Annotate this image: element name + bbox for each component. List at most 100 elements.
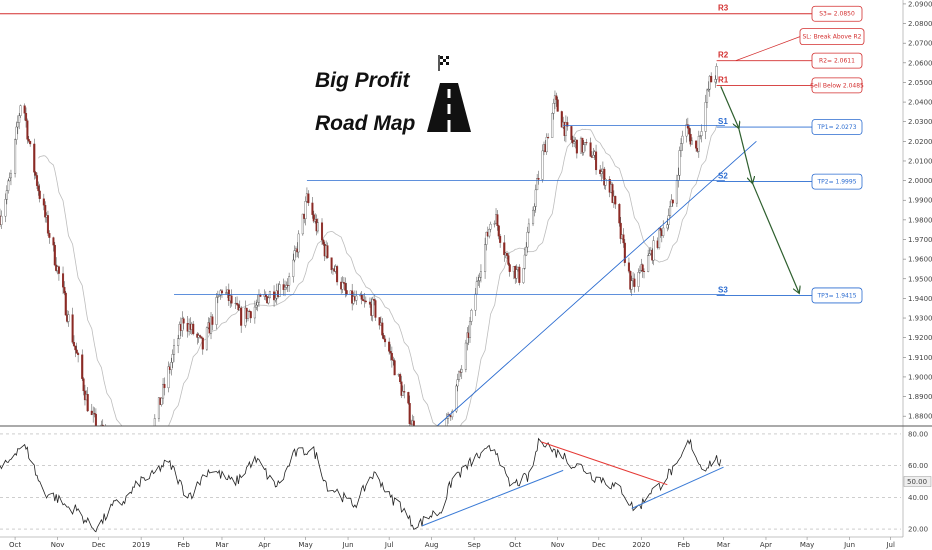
time-axis[interactable]: Oct Nov Dec 2019 Feb Mar Apr May Jun Jul Aug Sep Oct… [0, 536, 903, 549]
candle-up [652, 240, 655, 261]
candle-up [177, 338, 180, 346]
candle-down [201, 337, 204, 350]
candle-up [274, 298, 277, 301]
candle-down [35, 175, 39, 186]
price-tick-label: 1.97000 [908, 236, 932, 244]
candle-down [312, 214, 315, 222]
level-name-r1: R1 [718, 75, 729, 84]
level-callout-label: Sell Below 2.0485 [810, 82, 864, 89]
candle-down [368, 301, 371, 305]
candle-down [37, 185, 40, 192]
candle-down [659, 227, 662, 231]
title-line-1: Big Profit [315, 69, 410, 92]
candle-down [611, 184, 614, 203]
candle-down [400, 381, 403, 396]
candle-down [374, 300, 377, 318]
candle-down [633, 278, 636, 287]
candle-down [518, 266, 521, 283]
candle-down [64, 292, 67, 316]
price-tick-label: 1.93000 [908, 315, 932, 323]
candle-down [282, 284, 285, 290]
candle-up [706, 89, 709, 103]
candle-down [689, 133, 692, 145]
candle-up [297, 233, 300, 253]
level-name-r2: R2 [718, 51, 729, 60]
candle-up [225, 292, 228, 294]
candle-up [15, 126, 18, 140]
candle-down [344, 283, 347, 291]
candle-up [551, 113, 554, 138]
candle-up [573, 141, 576, 144]
candle-up [460, 369, 463, 373]
candle-down [38, 190, 41, 199]
candle-down [384, 338, 387, 343]
candle-down [182, 318, 185, 324]
candle-down [364, 300, 367, 303]
candle-up [485, 231, 488, 245]
level-callout-box [811, 77, 863, 94]
candle-up [658, 227, 661, 248]
rsi-tick-label: 60.00 [908, 462, 928, 470]
level-callout-box [811, 5, 863, 22]
candle-up [685, 124, 688, 137]
candle-up [475, 281, 478, 295]
candle-up [445, 418, 448, 427]
candle-down [81, 354, 84, 379]
candle-up [293, 250, 296, 261]
candle-down [585, 142, 588, 144]
candle-up [316, 222, 319, 232]
candle-up [488, 229, 491, 237]
candle-down [710, 75, 713, 83]
candle-down [48, 233, 51, 238]
time-tick-label: Jun [342, 541, 354, 549]
candle-up [267, 297, 270, 304]
candle-down [311, 202, 314, 215]
candle-down [629, 271, 632, 290]
candle-up [209, 316, 213, 334]
candle-down [236, 302, 239, 305]
candle-up [18, 115, 21, 123]
level-callout-label: S3= 2.0850 [819, 11, 855, 18]
candle-down [75, 349, 78, 354]
candle-down [641, 264, 644, 272]
candle-up [478, 277, 481, 281]
checkered-flag-icon [438, 55, 449, 71]
candle-down [230, 295, 233, 304]
candle-up [167, 366, 170, 389]
candle-up [715, 66, 718, 80]
candle-up [205, 327, 208, 350]
candle-up [246, 311, 250, 319]
candle-down [373, 299, 376, 301]
rsi-axis[interactable]: 80.00 60.00 40.00 20.00 50.00 [903, 430, 932, 534]
price-axis[interactable]: 2.09000 2.08000 2.07000 2.06000 2.05000 2.040… [902, 0, 932, 537]
candle-up [288, 276, 291, 286]
level-lines: R3 S3= 2.0850 R2 R2= 2.0611 R1 Sell Below 2.0… [0, 4, 865, 304]
time-tick-label: Oct [9, 541, 21, 549]
candle-down [345, 290, 348, 295]
candle-up [669, 206, 672, 216]
candle-up [301, 213, 304, 235]
price-tick-label: 1.94000 [908, 295, 932, 303]
rsi-tick-label: 20.00 [908, 526, 928, 534]
candle-down [623, 242, 626, 263]
candle-down [33, 143, 36, 173]
candle-up [582, 144, 585, 153]
candle-up [477, 280, 480, 282]
candle-up [19, 105, 22, 116]
time-tick-label: Jun [843, 541, 855, 549]
time-tick-label: Oct [509, 541, 521, 549]
candle-up [5, 190, 8, 200]
candle-up [218, 295, 221, 297]
candle-down [505, 253, 509, 256]
candle-up [292, 259, 295, 277]
price-tick-label: 2.06000 [908, 59, 932, 67]
candle-up [16, 122, 19, 128]
candle-up [545, 136, 548, 153]
price-tick-label: 2.00000 [908, 177, 932, 185]
rsi-tick-label: 80.00 [908, 430, 928, 438]
rsi-bearish-trendline [541, 441, 668, 486]
candle-up [637, 272, 640, 287]
candle-down [496, 214, 499, 226]
candle-down [42, 198, 45, 206]
candle-down [695, 140, 698, 149]
